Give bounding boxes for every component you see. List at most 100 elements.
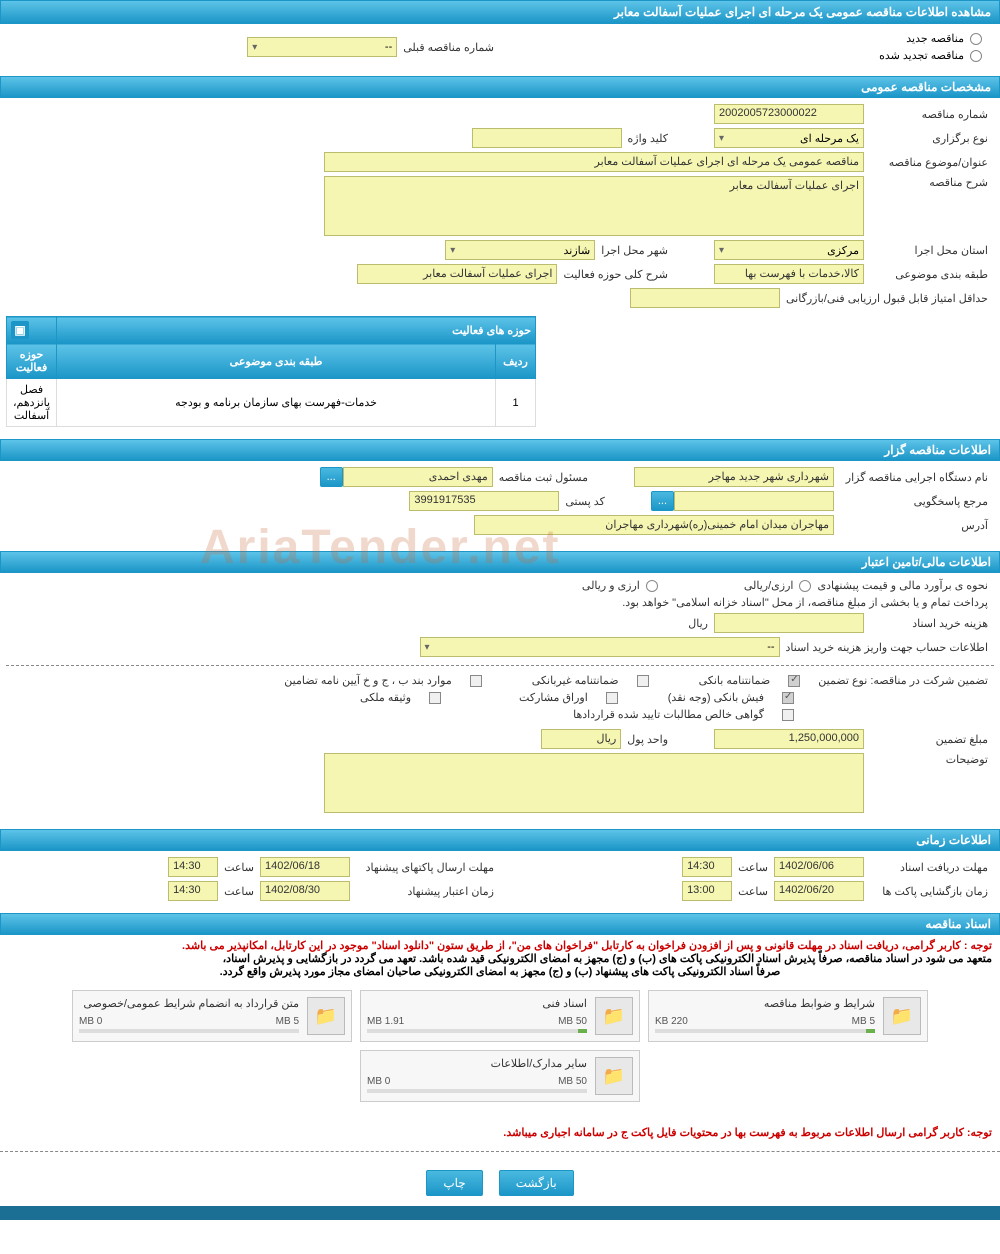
- checkbox-nonbank[interactable]: [637, 675, 649, 687]
- send-date-field: 1402/06/18: [260, 857, 350, 877]
- file-title: شرایط و ضوابط مناقصه: [655, 997, 875, 1010]
- classification-field: کالا،خدمات با فهرست بها: [714, 264, 864, 284]
- th-classification: طبقه بندی موضوعی: [57, 344, 496, 379]
- send-deadline-label: مهلت ارسال پاکتهای پیشنهاد: [350, 861, 500, 874]
- back-button[interactable]: بازگشت: [499, 1170, 574, 1196]
- file-box-other[interactable]: 📁 سایر مدارک/اطلاعات 50 MB 0 MB: [360, 1050, 640, 1102]
- title-label: عنوان/موضوع مناقصه: [864, 156, 994, 169]
- section-holder-title: اطلاعات مناقصه گزار: [884, 443, 991, 457]
- radio-icon[interactable]: [799, 580, 811, 592]
- th-scope: حوزه فعالیت: [7, 344, 57, 379]
- divider: [6, 665, 994, 666]
- activity-table-title: حوزه های فعالیت: [57, 317, 536, 344]
- responder-more-button[interactable]: ...: [651, 491, 674, 511]
- notice-2a: متعهد می شود در اسناد مناقصه، صرفاً پذیر…: [8, 952, 992, 965]
- remarks-label: توضیحات: [864, 753, 994, 766]
- chevron-down-icon: ▾: [450, 245, 455, 256]
- hour-label: ساعت: [732, 861, 774, 874]
- file-box-contract[interactable]: 📁 متن قرارداد به انضمام شرایط عمومی/خصوص…: [72, 990, 352, 1042]
- currency-type-label: ارزی/ریالی: [738, 579, 800, 592]
- checkbox-net-claims[interactable]: [782, 709, 794, 721]
- address-field: مهاجران میدان امام خمینی(ره)شهرداری مهاج…: [474, 515, 834, 535]
- responder-label: مرجع پاسخگویی: [834, 495, 994, 508]
- page-title: مشاهده اطلاعات مناقصه عمومی یک مرحله ای …: [614, 5, 991, 19]
- agency-label: نام دستگاه اجرایی مناقصه گزار: [834, 471, 994, 484]
- checkbox-bank-guarantee[interactable]: [788, 675, 800, 687]
- section-general-title: مشخصات مناقصه عمومی: [861, 80, 991, 94]
- radio-new-tender[interactable]: مناقصه جدید: [894, 30, 994, 47]
- guarantee-amount-field: 1,250,000,000: [714, 729, 864, 749]
- net-claims-label: گواهی خالص مطالبات تایید شده قراردادها: [567, 708, 770, 721]
- file-box-conditions[interactable]: 📁 شرایط و ضوابط مناقصه 5 MB 220 KB: [648, 990, 928, 1042]
- notice-3: توجه: کاربر گرامی ارسال اطلاعات مربوط به…: [8, 1126, 992, 1139]
- holding-type-label: نوع برگزاری: [864, 132, 994, 145]
- prev-number-label: شماره مناقصه قبلی: [397, 41, 500, 54]
- section-documents-title: اسناد مناقصه: [925, 917, 991, 931]
- doc-fee-field[interactable]: [714, 613, 864, 633]
- holding-type-select[interactable]: یک مرحله ای ▾: [714, 128, 864, 148]
- print-button[interactable]: چاپ: [426, 1170, 482, 1196]
- file-used: 1.91 MB: [367, 1016, 404, 1027]
- section-time-title: اطلاعات زمانی: [916, 833, 991, 847]
- receive-date-field: 1402/06/06: [774, 857, 864, 877]
- tender-number-field: 2002005723000022: [714, 104, 864, 124]
- chevron-down-icon: ▾: [719, 133, 724, 144]
- file-title: اسناد فنی: [367, 997, 587, 1010]
- registrar-more-button[interactable]: ...: [320, 467, 343, 487]
- account-value: --: [767, 641, 774, 653]
- notice-1: توجه : کاربر گرامی، دریافت اسناد در مهلت…: [8, 939, 992, 952]
- checkbox-property[interactable]: [429, 692, 441, 704]
- folder-icon: 📁: [595, 1057, 633, 1095]
- bonds-label: اوراق مشارکت: [513, 691, 594, 704]
- radio-icon: [970, 33, 982, 45]
- hour-label-2: ساعت: [218, 861, 260, 874]
- file-used: 0 MB: [79, 1016, 102, 1027]
- financial-section: نحوه ی برآورد مالی و قیمت پیشنهادی ارزی/…: [0, 573, 1000, 823]
- documents-notices: توجه : کاربر گرامی، دریافت اسناد در مهلت…: [0, 935, 1000, 982]
- radio-renewed-tender[interactable]: مناقصه تجدید شده: [867, 47, 994, 64]
- responder-field[interactable]: [674, 491, 834, 511]
- validity-label: زمان اعتبار پیشنهاد: [350, 885, 500, 898]
- cash-label: فیش بانکی (وجه نقد): [662, 691, 770, 704]
- section-holder-bar: اطلاعات مناقصه گزار: [0, 439, 1000, 461]
- payment-text: پرداخت تمام و یا بخشی از مبلغ مناقصه، از…: [616, 596, 994, 609]
- file-box-technical[interactable]: 📁 اسناد فنی 50 MB 1.91 MB: [360, 990, 640, 1042]
- table-corner-icon[interactable]: ▣: [11, 321, 29, 339]
- unit-field: ریال: [541, 729, 621, 749]
- account-label: اطلاعات حساب جهت واریز هزینه خرید اسناد: [780, 641, 994, 654]
- remarks-field[interactable]: [324, 753, 864, 813]
- section-financial-bar: اطلاعات مالی/تامین اعتبار: [0, 551, 1000, 573]
- file-used: 0 MB: [367, 1076, 390, 1087]
- receive-time-field: 14:30: [682, 857, 732, 877]
- city-select[interactable]: شازند ▾: [445, 240, 595, 260]
- account-select[interactable]: -- ▾: [420, 637, 780, 657]
- chevron-down-icon: ▾: [425, 642, 430, 653]
- province-select[interactable]: مرکزی ▾: [714, 240, 864, 260]
- nonbank-label: ضمانتنامه غیربانکی: [526, 674, 625, 687]
- file-title: متن قرارداد به انضمام شرایط عمومی/خصوصی: [79, 997, 299, 1010]
- hour-label-4: ساعت: [218, 885, 260, 898]
- holder-section: نام دستگاه اجرایی مناقصه گزار شهرداری شه…: [0, 461, 1000, 545]
- guarantee-label: تضمین شرکت در مناقصه: نوع تضمین: [812, 674, 994, 687]
- keyword-field[interactable]: [472, 128, 622, 148]
- cell-classification: خدمات-فهرست بهای سازمان برنامه و بودجه: [57, 379, 496, 427]
- checkbox-items-bjh[interactable]: [470, 675, 482, 687]
- checkbox-bonds[interactable]: [606, 692, 618, 704]
- file-used: 220 KB: [655, 1016, 688, 1027]
- cell-row: 1: [496, 379, 536, 427]
- min-score-label: حداقل امتیاز قابل قبول ارزیابی فنی/بازرگ…: [780, 292, 994, 305]
- min-score-field[interactable]: [630, 288, 780, 308]
- radio-renewed-label: مناقصه تجدید شده: [879, 49, 964, 62]
- hour-label-3: ساعت: [732, 885, 774, 898]
- notice-2b: صرفاً اسناد الکترونیکی پاکت های پیشنهاد …: [8, 965, 992, 978]
- title-field: مناقصه عمومی یک مرحله ای اجرای عملیات آس…: [324, 152, 864, 172]
- checkbox-cash[interactable]: [782, 692, 794, 704]
- prev-number-select[interactable]: -- ▾: [247, 37, 397, 57]
- tender-number-label: شماره مناقصه: [864, 108, 994, 121]
- th-row: ردیف: [496, 344, 536, 379]
- divider: [0, 1151, 1000, 1152]
- province-label: استان محل اجرا: [864, 244, 994, 257]
- radio-icon[interactable]: [646, 580, 658, 592]
- keyword-label: کلید واژه: [622, 132, 674, 145]
- file-limit: 50 MB: [558, 1076, 587, 1087]
